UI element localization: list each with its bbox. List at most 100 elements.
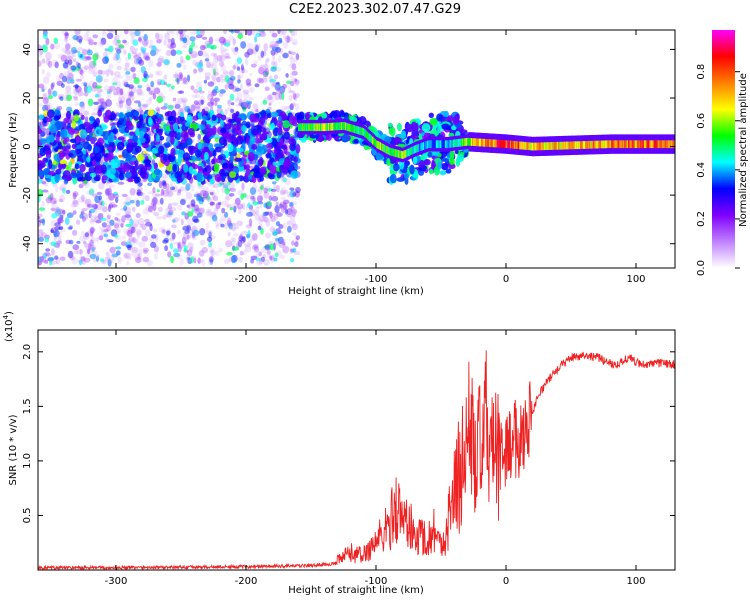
- y-tick-label: 1.5: [22, 398, 33, 414]
- noise-speck: [42, 104, 49, 112]
- noise-speck: [276, 119, 283, 128]
- ridge-core: [650, 140, 652, 149]
- noise-speck: [218, 218, 224, 226]
- y-tick-label: 20: [22, 92, 33, 105]
- noise-speck: [255, 145, 263, 152]
- noise-speck: [83, 82, 88, 87]
- noise-speck: [123, 201, 127, 206]
- noise-speck: [260, 246, 267, 253]
- noise-speck: [220, 35, 225, 43]
- noise-speck: [243, 91, 250, 99]
- noise-speck: [180, 60, 187, 64]
- noise-speck: [59, 198, 63, 203]
- noise-speck: [272, 82, 278, 86]
- noise-speck: [207, 243, 213, 249]
- noise-speck: [53, 37, 59, 44]
- noise-speck: [110, 193, 115, 201]
- x-tick-label: -100: [365, 576, 388, 587]
- noise-speck: [280, 205, 287, 213]
- ridge-blob: [434, 170, 440, 175]
- noise-speck: [280, 186, 287, 195]
- ridge-core: [326, 123, 329, 131]
- snr-x-label: Height of straight line (km): [288, 585, 424, 596]
- noise-speck: [128, 86, 133, 93]
- ridge-core: [299, 123, 301, 132]
- y-tick-label: 2.0: [22, 344, 33, 360]
- noise-speck: [255, 44, 259, 52]
- noise-speck: [236, 203, 244, 210]
- noise-speck: [76, 150, 84, 158]
- ridge-core: [626, 140, 629, 149]
- noise-speck: [255, 206, 260, 212]
- noise-speck: [266, 138, 273, 144]
- noise-speck: [287, 225, 292, 233]
- noise-speck: [106, 214, 111, 220]
- noise-speck: [256, 195, 263, 203]
- noise-speck: [78, 183, 84, 189]
- ridge-core: [673, 140, 675, 149]
- noise-speck: [66, 55, 73, 63]
- noise-speck: [38, 216, 41, 220]
- noise-speck: [115, 52, 121, 60]
- noise-speck: [153, 253, 158, 260]
- noise-speck: [235, 135, 244, 145]
- noise-speck: [60, 159, 66, 165]
- ridge-core: [503, 140, 505, 148]
- noise-speck: [130, 87, 136, 96]
- noise-speck: [213, 195, 219, 202]
- noise-speck: [118, 100, 124, 104]
- noise-speck: [203, 191, 207, 196]
- noise-speck: [275, 151, 283, 159]
- noise-speck: [235, 97, 240, 101]
- noise-speck: [118, 96, 122, 105]
- noise-speck: [47, 196, 53, 201]
- noise-speck: [176, 191, 182, 196]
- noise-speck: [192, 106, 198, 110]
- noise-speck: [225, 52, 230, 58]
- noise-speck: [210, 63, 218, 70]
- noise-speck: [99, 40, 107, 46]
- noise-speck: [82, 233, 90, 241]
- ridge-core: [317, 123, 320, 132]
- noise-speck: [133, 77, 140, 85]
- noise-speck: [67, 126, 76, 135]
- noise-speck: [204, 58, 210, 62]
- noise-speck: [288, 138, 296, 145]
- noise-speck: [247, 30, 252, 36]
- noise-speck: [176, 132, 182, 140]
- colorbar-tick-label: 0.2: [696, 211, 707, 227]
- noise-speck: [138, 59, 145, 66]
- noise-speck: [184, 105, 191, 113]
- noise-speck: [141, 70, 145, 77]
- noise-speck: [223, 30, 227, 35]
- noise-speck: [95, 255, 100, 262]
- noise-speck: [220, 114, 227, 121]
- noise-speck: [86, 191, 91, 195]
- noise-speck: [100, 164, 107, 174]
- noise-speck: [234, 197, 241, 205]
- noise-speck: [194, 191, 201, 197]
- noise-speck: [65, 144, 72, 150]
- noise-speck: [64, 31, 69, 39]
- noise-speck: [161, 95, 166, 102]
- noise-speck: [185, 192, 193, 200]
- noise-speck: [216, 55, 223, 62]
- ridge-core: [399, 150, 401, 159]
- noise-speck: [73, 87, 80, 95]
- noise-speck: [134, 48, 139, 52]
- noise-speck: [45, 117, 53, 122]
- noise-speck: [239, 250, 244, 256]
- noise-speck: [176, 62, 182, 68]
- noise-speck: [211, 214, 218, 222]
- noise-speck: [222, 71, 230, 76]
- noise-speck: [79, 248, 83, 255]
- noise-speck: [59, 214, 64, 220]
- y-tick-label: 40: [22, 43, 33, 56]
- ridge-core: [321, 123, 323, 132]
- noise-speck: [221, 207, 226, 214]
- noise-speck: [214, 207, 219, 211]
- ridge-core: [671, 140, 673, 149]
- noise-speck: [206, 229, 214, 235]
- noise-speck: [43, 32, 48, 40]
- noise-speck: [291, 223, 298, 231]
